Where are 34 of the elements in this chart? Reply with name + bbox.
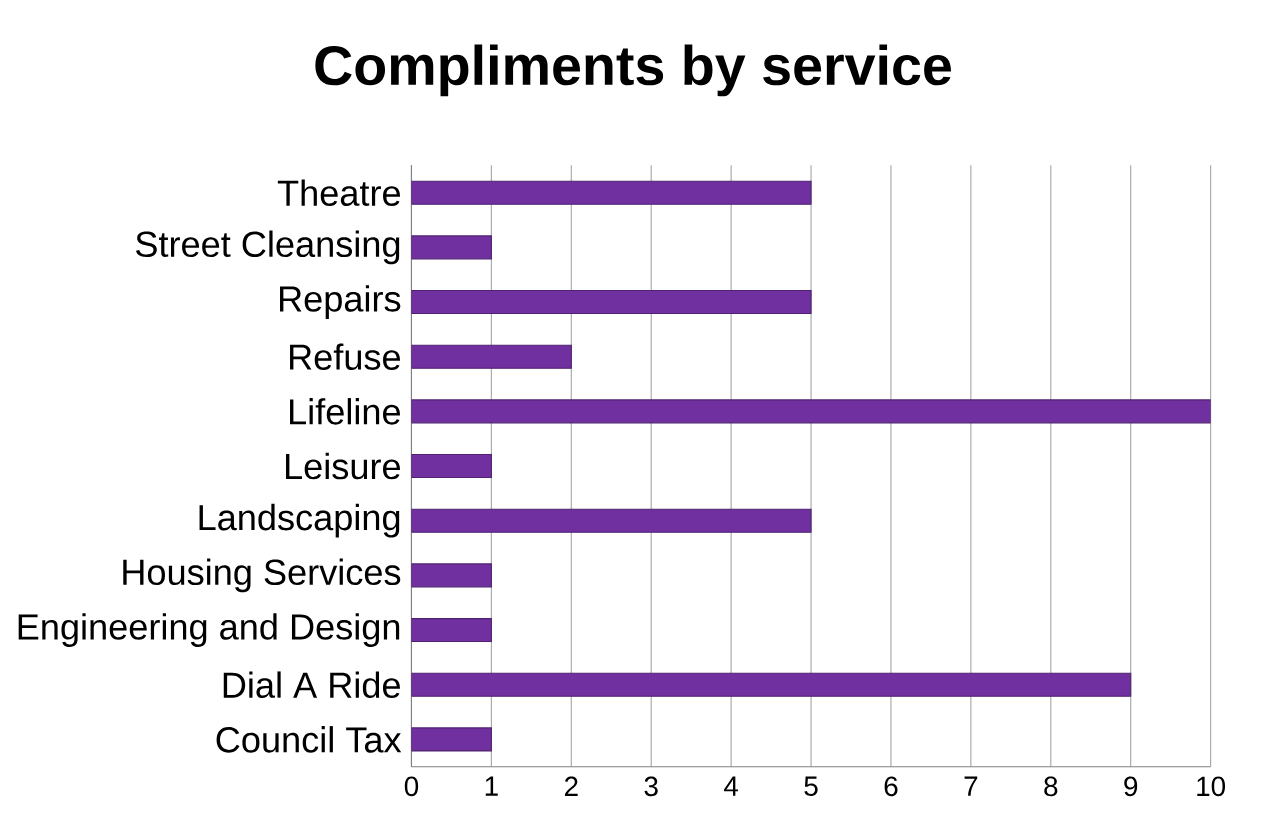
bar (411, 727, 492, 752)
y-tick-label: Council Tax (216, 726, 402, 753)
x-tick-label: 2 (564, 776, 578, 796)
y-tick-label: Street Cleansing (136, 230, 400, 265)
bar (411, 508, 812, 533)
y-tick-label: Engineering and Design (18, 613, 400, 647)
bar (411, 344, 572, 369)
y-tick-label: Theatre (277, 179, 401, 207)
y-tick-label: Lifeline (290, 398, 400, 425)
x-tick-label: 4 (724, 776, 739, 796)
bar (411, 290, 812, 315)
y-tick-label: Housing Services (123, 558, 401, 593)
x-tick-label: 7 (964, 776, 978, 796)
x-tick-label: 10 (1197, 776, 1226, 797)
bar (411, 672, 1132, 697)
chart-title: Compliments by service (315, 44, 951, 97)
bar (411, 454, 492, 479)
bar (411, 235, 492, 260)
x-tick-label: 8 (1044, 776, 1058, 797)
x-tick-label: 0 (404, 776, 419, 797)
bar (411, 563, 492, 588)
x-tick-label: 9 (1124, 776, 1138, 797)
bar (411, 180, 812, 205)
x-tick-label: 5 (804, 776, 818, 796)
bar (411, 618, 492, 643)
x-tick-label: 3 (644, 776, 658, 797)
x-tick-label: 6 (884, 776, 898, 797)
y-tick-label: Dial A Ride (223, 671, 400, 699)
x-tick-label: 1 (485, 776, 498, 796)
y-tick-label: Refuse (290, 343, 401, 370)
bar (411, 399, 1211, 424)
y-tick-label: Landscaping (199, 503, 400, 538)
y-tick-label: Repairs (280, 285, 401, 319)
y-tick-label: Leisure (286, 452, 400, 480)
